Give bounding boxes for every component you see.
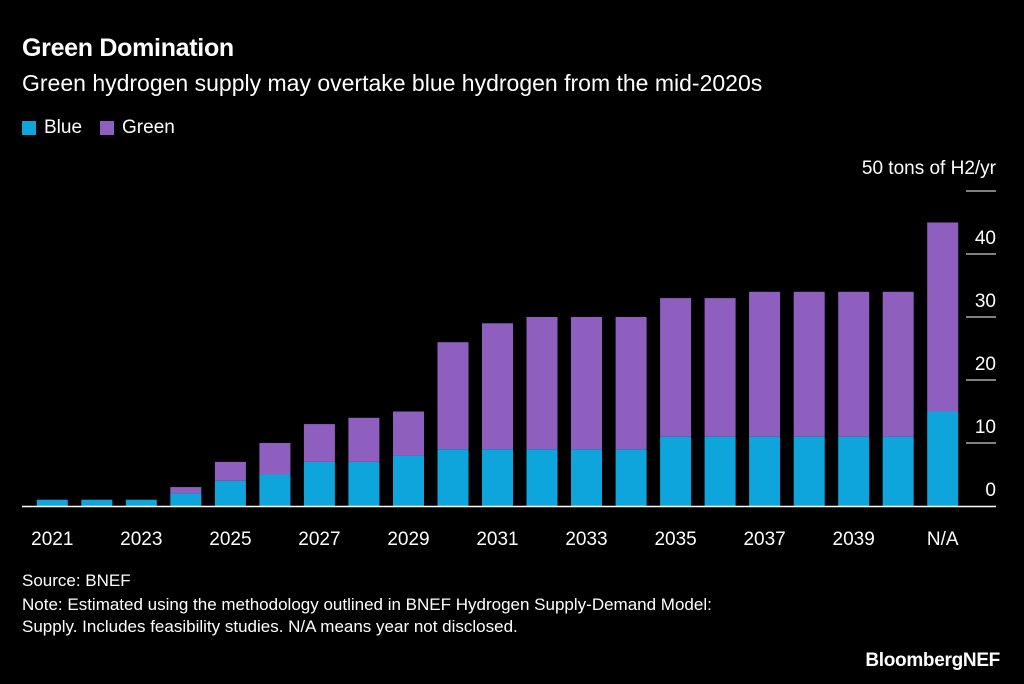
bar-green-2028 [348,417,380,462]
bar-green-2032 [526,317,558,450]
bar-green-na [927,222,959,412]
bar-green-2034 [615,317,647,450]
legend-swatch-blue [22,121,36,135]
bar-blue-2033 [571,449,602,506]
x-tick-label: 2025 [209,529,251,550]
source-text: Source: BNEF [22,571,131,590]
bar-blue-2039 [838,436,870,506]
chart-subtitle: Green hydrogen supply may overtake blue … [22,70,763,96]
bar-blue-2023 [125,499,157,506]
bar-green-2026 [259,443,291,475]
legend-label-green: Green [122,117,175,138]
bar-blue-2024 [170,493,202,506]
bar-green-2029 [393,411,424,456]
bar-blue-2028 [348,461,380,506]
x-axis: 2021 2023 2025 2027 2029 2031 2033 2035 2037 2039… [22,505,996,550]
legend-item-blue: Blue [22,117,82,139]
bar-green-2025 [214,461,246,481]
bar-green-2024 [170,487,202,494]
legend-swatch-green [100,121,115,135]
x-tick-label: 2023 [120,529,162,550]
legend: Blue Green [22,117,193,139]
legend-item-green: Green [100,117,175,139]
x-tick-label: 2031 [476,529,518,550]
bar-blue-2037 [749,436,781,506]
bar-green-2038 [793,291,825,437]
bar-green-2039 [838,291,870,437]
bar-green-2036 [704,298,736,437]
x-tick-label: 2035 [654,529,696,550]
x-tick-label: 2037 [743,529,785,550]
bar-blue-2025 [214,480,246,506]
y-tick-label: 0 [985,480,996,501]
y-axis: 0 10 20 30 40 [966,190,996,501]
y-axis-unit-label: 50 tons of H2/yr [861,158,996,179]
bar-green-2037 [749,291,781,437]
x-tick-label: 2027 [298,529,340,550]
note-text: Note: Estimated using the methodology ou… [22,595,712,636]
x-tick-label: N/A [927,529,959,550]
bar-green-2033 [571,317,602,450]
brand-logo-text: BloombergNEF [865,650,1000,671]
x-tick-label: 2039 [833,529,875,550]
bar-blue-2031 [482,449,513,506]
bar-green-2030 [437,342,469,450]
bar-blue-2030 [437,449,469,506]
bar-blue-2029 [393,455,424,506]
bar-blue-2034 [615,449,647,506]
bar-green-2035 [660,298,692,437]
y-tick-label: 20 [975,354,996,375]
y-tick-label: 30 [975,291,996,312]
bars-group [36,222,959,506]
x-tick-label: 2029 [387,529,429,550]
bar-blue-2022 [81,499,113,506]
x-tick-label: 2021 [31,529,73,550]
legend-label-blue: Blue [44,117,83,138]
y-tick-label: 10 [975,417,996,438]
bar-blue-2036 [704,436,736,506]
bar-blue-2035 [660,436,692,506]
bar-blue-2032 [526,449,558,506]
bar-green-2027 [303,424,335,462]
bar-blue-2021 [36,499,68,506]
bar-blue-2038 [793,436,825,506]
x-tick-label: 2033 [565,529,607,550]
y-tick-label: 40 [975,228,996,249]
bar-blue-2026 [259,474,291,506]
bar-blue-na [927,411,959,506]
bar-blue-2027 [303,461,335,506]
bar-blue-2040 [882,436,914,506]
chart-title: Green Domination [22,34,234,62]
bar-green-2031 [482,323,513,450]
bar-green-2040 [882,291,914,437]
